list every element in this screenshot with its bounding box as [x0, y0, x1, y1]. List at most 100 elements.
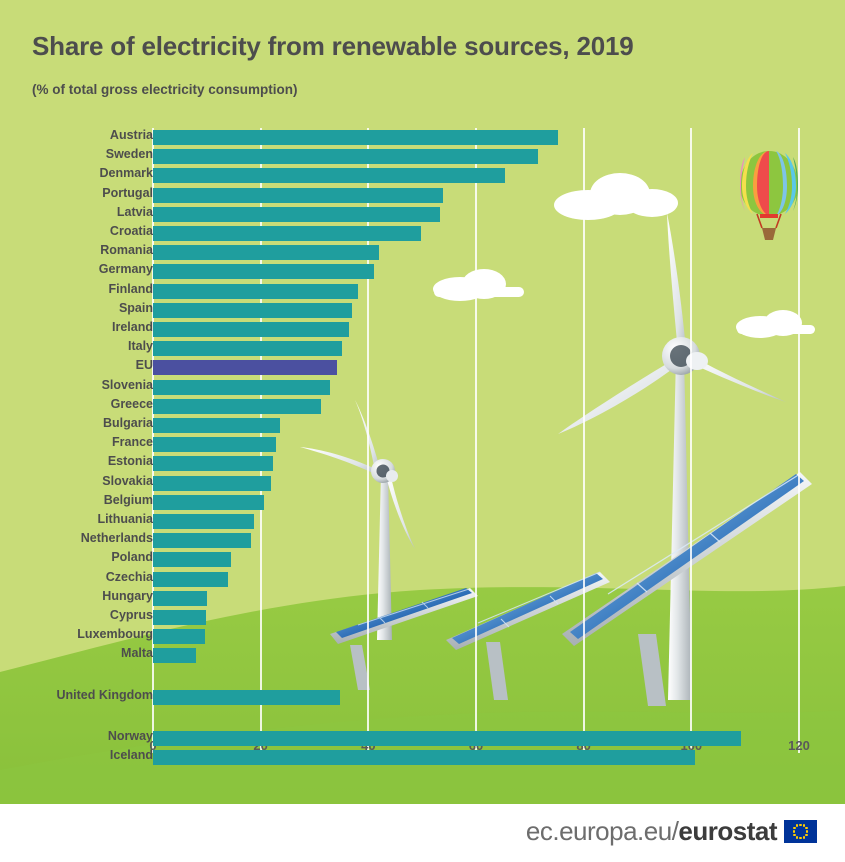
flag-star: [802, 835, 806, 839]
bar-lithuania: [153, 514, 255, 529]
chart-row: Germany: [0, 262, 845, 280]
bar-denmark: [153, 168, 506, 184]
gridline-80: [582, 128, 585, 753]
category-label: Germany: [98, 262, 153, 277]
bar-chart: 020406080100120AustriaSwedenDenmarkPortu…: [0, 118, 845, 768]
bar-malta: [153, 648, 197, 664]
category-label: Austria: [109, 128, 153, 142]
chart-row: Norway: [0, 728, 845, 746]
category-label: EU: [135, 358, 153, 373]
bar-luxembourg: [153, 629, 205, 645]
bar-romania: [153, 245, 379, 261]
flag-star: [792, 830, 796, 833]
chart-row: United Kingdom: [0, 687, 845, 705]
chart-row: Finland: [0, 281, 845, 299]
gridline-60: [475, 128, 477, 753]
chart-row: Netherlands: [0, 531, 845, 549]
bar-austria: [153, 130, 558, 145]
gridline-40: [367, 128, 370, 753]
category-label: Cyprus: [109, 608, 153, 622]
flag-star: [795, 835, 799, 839]
chart-row: Lithuania: [0, 512, 845, 529]
chart-row: Romania: [0, 243, 845, 261]
chart-row: Spain: [0, 300, 845, 318]
category-label: Czechia: [105, 569, 153, 584]
bar-greece: [153, 398, 322, 414]
header: Share of electricity from renewable sour…: [0, 0, 845, 118]
category-label: Slovakia: [102, 473, 153, 488]
bar-sweden: [153, 149, 539, 165]
category-label: Latvia: [116, 204, 153, 219]
flag-star: [804, 833, 808, 837]
chart-row: Denmark: [0, 166, 845, 184]
chart-row: Iceland: [0, 748, 845, 765]
brand-prefix: ec.europa.eu/: [525, 816, 679, 846]
chart-row: France: [0, 435, 845, 453]
category-label: Finland: [108, 281, 153, 296]
chart-row: Slovenia: [0, 377, 845, 395]
chart-row: Luxembourg: [0, 627, 845, 645]
bar-finland: [153, 283, 359, 299]
bar-croatia: [153, 226, 422, 241]
flag-star: [799, 823, 802, 827]
chart-row: Belgium: [0, 492, 845, 510]
chart-row: Sweden: [0, 147, 845, 165]
category-label: Belgium: [103, 492, 153, 507]
chart-row: EU: [0, 358, 845, 376]
chart-row: Greece: [0, 396, 845, 414]
chart-row: Hungary: [0, 588, 845, 606]
category-label: Netherlands: [80, 531, 153, 546]
chart-row: Croatia: [0, 224, 845, 241]
flag-star: [799, 836, 802, 840]
category-label: Bulgaria: [102, 416, 153, 430]
flag-star: [804, 826, 808, 830]
category-label: Italy: [127, 339, 153, 354]
bar-slovenia: [153, 379, 331, 395]
eurostat-brand[interactable]: ec.europa.eu/eurostat: [525, 816, 778, 847]
category-label: Malta: [121, 646, 153, 661]
category-label: Norway: [107, 728, 153, 743]
bar-italy: [153, 341, 342, 357]
category-label: Denmark: [99, 166, 154, 181]
bar-cyprus: [153, 610, 207, 625]
chart-row: Austria: [0, 128, 845, 145]
chart-row: Slovakia: [0, 473, 845, 491]
flag-star: [795, 824, 799, 828]
category-label: Ireland: [112, 320, 153, 334]
flag-star: [805, 830, 809, 833]
bar-norway: [153, 730, 741, 746]
bar-latvia: [153, 206, 441, 222]
category-label: United Kingdom: [56, 687, 153, 702]
chart-row: Latvia: [0, 204, 845, 222]
chart-row: Poland: [0, 550, 845, 568]
category-label: Greece: [110, 396, 153, 411]
chart-row: Cyprus: [0, 608, 845, 625]
category-label: France: [112, 435, 153, 450]
bar-czechia: [153, 571, 229, 587]
chart-row: Bulgaria: [0, 416, 845, 433]
page-subtitle: (% of total gross electricity consumptio…: [32, 82, 298, 97]
brand-bold: eurostat: [678, 816, 777, 846]
category-label: Sweden: [105, 147, 153, 162]
category-label: Hungary: [102, 588, 153, 603]
bar-hungary: [153, 590, 207, 606]
flag-star: [793, 826, 797, 830]
category-label: Estonia: [107, 454, 153, 469]
page-title: Share of electricity from renewable sour…: [32, 31, 634, 61]
gridline-100: [690, 128, 693, 753]
bar-iceland: [153, 750, 695, 765]
category-label: Slovenia: [101, 377, 153, 392]
bar-slovakia: [153, 475, 271, 491]
category-label: Poland: [111, 550, 153, 565]
flag-star: [802, 824, 806, 828]
bar-germany: [153, 264, 375, 280]
category-label: Lithuania: [97, 512, 153, 526]
chart-row: Estonia: [0, 454, 845, 472]
category-label: Spain: [118, 300, 153, 315]
chart-row: Portugal: [0, 186, 845, 203]
chart-row: Czechia: [0, 569, 845, 587]
bar-belgium: [153, 494, 264, 510]
chart-row: Malta: [0, 646, 845, 664]
bar-eu: [153, 360, 337, 376]
category-label: Iceland: [109, 748, 153, 762]
